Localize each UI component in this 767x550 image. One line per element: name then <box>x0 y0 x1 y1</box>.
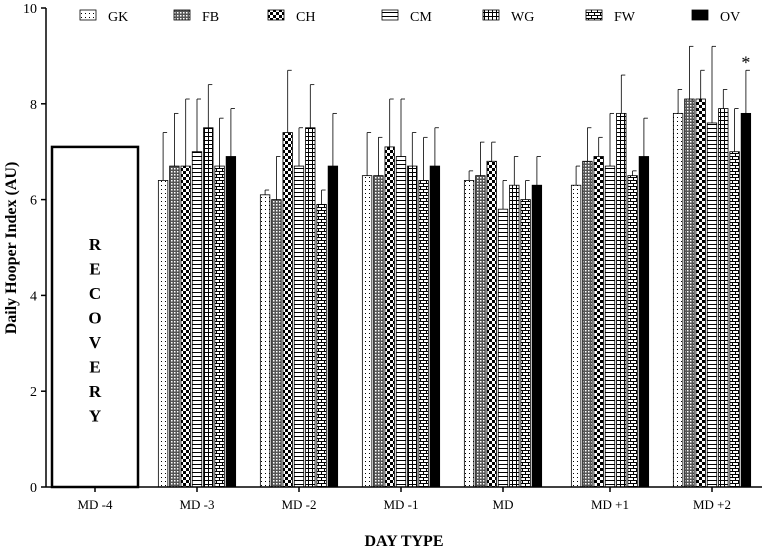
bar-cm-3 <box>395 156 407 488</box>
legend-swatch-cm <box>381 9 399 21</box>
legend-label-cm: CM <box>410 10 432 25</box>
bar-fw-5 <box>627 175 638 488</box>
bar-ch-3 <box>384 146 395 488</box>
legend-swatch-fb <box>173 9 191 21</box>
bar-ch-4 <box>486 160 497 488</box>
bar-wg-4 <box>509 184 520 488</box>
y-tick-label: 4 <box>30 289 37 304</box>
bar-ch-6 <box>695 98 706 488</box>
bar-ov-4 <box>531 184 543 488</box>
legend-swatch-ch <box>267 9 285 21</box>
bar-fb-2 <box>271 199 282 488</box>
bars-group <box>157 98 752 488</box>
recovery-letter: V <box>89 333 102 352</box>
bar-fb-4 <box>475 175 486 488</box>
recovery-letter: Y <box>89 407 101 426</box>
recovery-letter: C <box>89 284 101 303</box>
bar-fw-6 <box>729 151 740 488</box>
bar-gk-4 <box>463 180 475 488</box>
legend-swatch-wg <box>482 9 500 21</box>
y-tick-label: 6 <box>30 194 37 209</box>
bar-wg-1 <box>203 127 214 488</box>
legend-label-ch: CH <box>296 10 315 25</box>
bar-gk-3 <box>361 175 373 488</box>
bar-wg-2 <box>305 127 316 488</box>
recovery-letter: O <box>88 309 101 328</box>
x-tick-label: MD +2 <box>693 497 731 512</box>
y-tick-label: 10 <box>23 2 37 17</box>
bar-fw-4 <box>520 199 531 488</box>
x-tick-label: MD -2 <box>281 497 316 512</box>
bar-cm-1 <box>191 151 203 488</box>
y-axis-label: Daily Hooper Index (AU) <box>3 162 20 335</box>
legend-swatch-fw <box>585 9 603 21</box>
bar-gk-1 <box>157 180 169 488</box>
recovery-letter: R <box>89 382 102 401</box>
bar-ov-6 <box>740 112 752 488</box>
legend-label-wg: WG <box>511 10 534 25</box>
bar-ov-3 <box>429 165 441 488</box>
bar-wg-3 <box>407 165 418 488</box>
legend-label-ov: OV <box>720 10 740 25</box>
bar-gk-2 <box>259 194 271 488</box>
y-tick-label: 8 <box>30 98 37 113</box>
bar-fw-3 <box>418 180 429 488</box>
bar-fw-1 <box>214 165 225 488</box>
annotations: * <box>741 52 750 72</box>
bar-cm-4 <box>497 208 509 488</box>
bar-ov-5 <box>638 156 650 488</box>
axes-group <box>45 8 762 488</box>
bar-fb-1 <box>169 165 180 488</box>
error-bars-group <box>162 45 750 210</box>
legend-label-gk: GK <box>108 10 128 25</box>
bar-wg-6 <box>718 108 729 488</box>
x-tick-label: MD -1 <box>383 497 418 512</box>
bar-ch-2 <box>282 132 293 488</box>
bar-ov-1 <box>225 156 237 488</box>
recovery-letter: E <box>89 358 100 377</box>
y-ticks: 0 2 4 6 8 10 <box>23 2 46 496</box>
bar-fb-6 <box>684 98 695 488</box>
legend-label-fw: FW <box>614 10 636 25</box>
bar-wg-5 <box>616 112 627 488</box>
bar-fw-2 <box>316 203 327 488</box>
legend: GK FB CH CM WG FW OV <box>79 9 740 25</box>
legend-swatch-ov <box>691 9 709 21</box>
x-tick-label: MD <box>493 497 514 512</box>
y-tick-label: 2 <box>30 385 37 400</box>
bar-cm-6 <box>706 122 718 488</box>
x-tick-label: MD +1 <box>591 497 629 512</box>
x-tick-label: MD -3 <box>179 497 214 512</box>
recovery-letter: E <box>89 260 100 279</box>
bar-gk-5 <box>570 184 582 488</box>
bar-ch-1 <box>180 165 191 488</box>
recovery-letter: R <box>89 235 102 254</box>
bar-fb-5 <box>582 160 593 488</box>
bar-cm-2 <box>293 165 305 488</box>
y-tick-label: 0 <box>30 481 37 496</box>
legend-swatch-gk <box>79 9 97 21</box>
bar-cm-5 <box>604 165 616 488</box>
legend-label-fb: FB <box>202 10 219 25</box>
recovery-bar <box>50 145 140 489</box>
bar-ch-5 <box>593 156 604 488</box>
bar-gk-6 <box>672 112 684 488</box>
x-tick-label: MD -4 <box>77 497 113 512</box>
bar-fb-3 <box>373 175 384 488</box>
x-axis-label: DAY TYPE <box>365 533 444 550</box>
significance-asterisk: * <box>741 52 750 72</box>
bar-ov-2 <box>327 165 339 488</box>
x-ticks: MD -4 MD -3 MD -2 MD -1 MD MD +1 MD +2 <box>77 487 731 512</box>
